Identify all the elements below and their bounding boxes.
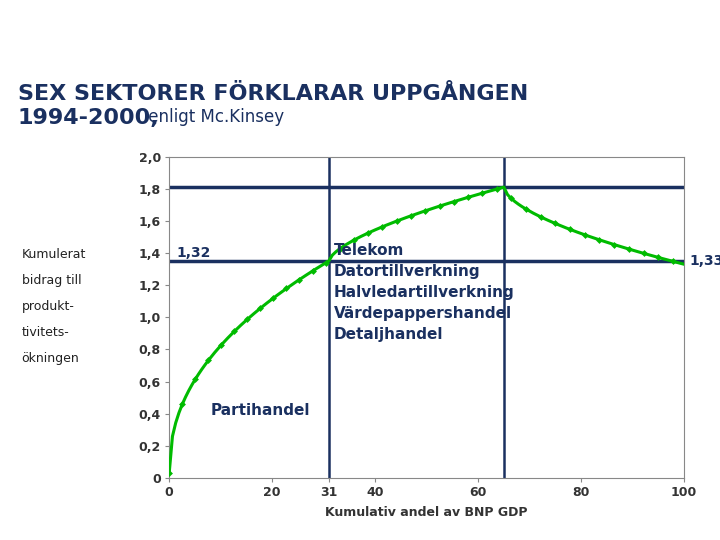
Text: produkt-: produkt-: [22, 300, 74, 313]
Text: 1,32: 1,32: [177, 246, 211, 260]
X-axis label: Kumulativ andel av BNP GDP: Kumulativ andel av BNP GDP: [325, 506, 528, 519]
Text: bidrag till: bidrag till: [22, 274, 81, 287]
Text: 1,33: 1,33: [689, 254, 720, 268]
Text: Halvledartillverkning: Halvledartillverkning: [334, 285, 515, 300]
Text: Detaljhandel: Detaljhandel: [334, 327, 444, 342]
Text: Partihandel: Partihandel: [210, 403, 310, 418]
Text: S|EB: S|EB: [18, 18, 88, 46]
Text: 45: 45: [18, 515, 45, 534]
Text: Datortillverkning: Datortillverkning: [334, 264, 480, 279]
Text: SEX SEKTORER FÖRKLARAR UPPGÅNGEN: SEX SEKTORER FÖRKLARAR UPPGÅNGEN: [18, 84, 528, 104]
Text: ökningen: ökningen: [22, 352, 79, 365]
Text: enligt Mc.Kinsey: enligt Mc.Kinsey: [143, 108, 284, 126]
Text: Telekom: Telekom: [334, 243, 405, 258]
Text: Värdepappershandel: Värdepappershandel: [334, 306, 512, 321]
Text: Kumulerat: Kumulerat: [22, 248, 86, 261]
Text: tivitets-: tivitets-: [22, 326, 69, 339]
Text: 1994-2000,: 1994-2000,: [18, 108, 160, 128]
